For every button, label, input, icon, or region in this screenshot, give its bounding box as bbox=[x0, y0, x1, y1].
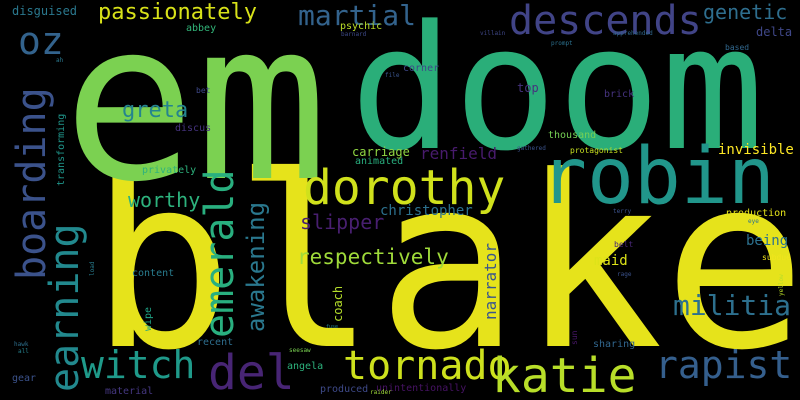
cloud-word: brick bbox=[604, 89, 635, 100]
cloud-word: disguised bbox=[12, 4, 78, 18]
cloud-word: oz bbox=[18, 19, 64, 63]
cloud-word: material bbox=[105, 386, 154, 397]
cloud-word: transforming bbox=[56, 113, 67, 186]
cloud-word: passionately bbox=[98, 0, 257, 25]
cloud-word: martial bbox=[298, 0, 417, 32]
cloud-word: terry bbox=[613, 208, 632, 215]
cloud-word: yellow bbox=[778, 274, 785, 296]
cloud-word: content bbox=[132, 268, 175, 279]
cloud-word: abbey bbox=[186, 23, 217, 34]
cloud-word: wipe bbox=[143, 306, 154, 331]
cloud-word: descends bbox=[509, 0, 702, 44]
cloud-word: based bbox=[725, 43, 750, 52]
cloud-word: militia bbox=[673, 289, 792, 322]
cloud-word: dorothy bbox=[303, 160, 506, 216]
cloud-word: unintentionally bbox=[376, 383, 467, 394]
cloud-word: invisible bbox=[718, 142, 794, 158]
cloud-word: respectively bbox=[297, 245, 449, 269]
cloud-word: villain bbox=[480, 30, 506, 37]
cloud-word: all bbox=[18, 348, 29, 355]
cloud-word: hawk bbox=[14, 341, 29, 348]
cloud-word: narrator bbox=[481, 242, 500, 320]
cloud-word: worthy bbox=[128, 188, 201, 212]
cloud-word: genetic bbox=[703, 0, 788, 24]
cloud-word: subdue bbox=[762, 253, 791, 262]
cloud-word: seesaw bbox=[289, 347, 311, 354]
cloud-word: load bbox=[89, 261, 96, 276]
cloud-word: corner bbox=[403, 63, 440, 74]
cloud-word: psychic bbox=[340, 21, 383, 32]
cloud-word: recent bbox=[197, 337, 234, 348]
cloud-word: robin bbox=[540, 132, 775, 222]
cloud-word: protagonist bbox=[570, 146, 623, 155]
cloud-word: privately bbox=[142, 165, 197, 176]
cloud-word: raider bbox=[370, 389, 392, 396]
cloud-word: eye bbox=[748, 218, 759, 225]
cloud-word: being bbox=[746, 233, 789, 249]
cloud-word: thousand bbox=[548, 130, 597, 141]
cloud-word: greta bbox=[122, 98, 189, 123]
cloud-word: sharing bbox=[593, 339, 636, 350]
cloud-word: sun bbox=[570, 330, 579, 345]
cloud-word: barnard bbox=[341, 31, 367, 38]
cloud-word: animated bbox=[355, 156, 404, 167]
cloud-word: coach bbox=[331, 285, 345, 322]
cloud-word: apprehended bbox=[613, 30, 653, 37]
cloud-word: em bbox=[63, 0, 328, 230]
cloud-word: carriage bbox=[352, 145, 410, 159]
cloud-word: delta bbox=[756, 25, 793, 39]
cloud-word: slipper bbox=[300, 210, 385, 234]
cloud-word: prompt bbox=[551, 40, 573, 47]
cloud-word: file bbox=[385, 72, 400, 79]
cloud-word: awakening bbox=[242, 201, 270, 332]
cloud-word: earning bbox=[42, 223, 88, 392]
cloud-word: del bbox=[208, 345, 295, 400]
cloud-word: gear bbox=[12, 373, 37, 384]
cloud-word: tornado bbox=[343, 343, 512, 389]
cloud-word: maid bbox=[594, 253, 628, 269]
cloud-word: top bbox=[517, 81, 539, 95]
cloud-word: emerald bbox=[197, 169, 243, 338]
cloud-word: gathered bbox=[517, 145, 546, 152]
cloud-word: fuse bbox=[326, 324, 339, 330]
cloud-word: angela bbox=[287, 361, 324, 372]
cloud-word: belt bbox=[614, 240, 634, 249]
cloud-word: blake bbox=[90, 126, 800, 400]
cloud-word: christopher bbox=[380, 203, 473, 219]
cloud-word: rage bbox=[617, 271, 632, 278]
cloud-word: bet bbox=[196, 86, 211, 95]
cloud-word: rapist bbox=[655, 343, 793, 387]
cloud-word: witch bbox=[81, 343, 196, 387]
cloud-word: doom bbox=[350, 0, 765, 189]
cloud-word: katie bbox=[492, 348, 637, 400]
cloud-word: renfield bbox=[420, 144, 498, 163]
cloud-word: produced bbox=[320, 384, 369, 395]
cloud-word: production bbox=[726, 208, 787, 219]
cloud-word: ah bbox=[56, 57, 64, 64]
cloud-word: discus bbox=[175, 123, 212, 134]
